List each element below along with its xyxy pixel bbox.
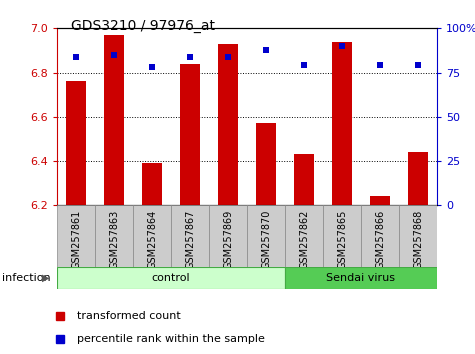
Bar bbox=[66, 81, 86, 205]
Bar bbox=[285, 267, 437, 289]
Bar bbox=[370, 196, 390, 205]
Bar bbox=[247, 205, 285, 267]
Bar bbox=[408, 152, 428, 205]
Bar bbox=[399, 205, 437, 267]
Text: GSM257865: GSM257865 bbox=[337, 210, 347, 269]
Bar bbox=[256, 124, 276, 205]
Point bbox=[414, 63, 422, 68]
Bar bbox=[294, 154, 314, 205]
Point bbox=[262, 47, 270, 52]
Bar bbox=[57, 267, 285, 289]
Bar bbox=[323, 205, 361, 267]
Point bbox=[224, 54, 232, 59]
Text: GSM257870: GSM257870 bbox=[261, 210, 271, 269]
Text: percentile rank within the sample: percentile rank within the sample bbox=[77, 334, 265, 344]
Text: GSM257868: GSM257868 bbox=[413, 210, 423, 269]
Text: Sendai virus: Sendai virus bbox=[326, 273, 396, 282]
Bar bbox=[104, 35, 124, 205]
Bar bbox=[361, 205, 399, 267]
Point bbox=[72, 54, 80, 59]
Text: ▶: ▶ bbox=[42, 273, 49, 283]
Bar bbox=[332, 41, 352, 205]
Bar bbox=[133, 205, 171, 267]
Point bbox=[376, 63, 384, 68]
Bar bbox=[142, 163, 162, 205]
Point bbox=[300, 63, 308, 68]
Point bbox=[186, 54, 194, 59]
Text: GSM257867: GSM257867 bbox=[185, 210, 195, 269]
Bar bbox=[218, 44, 238, 205]
Text: control: control bbox=[152, 273, 190, 282]
Bar bbox=[209, 205, 247, 267]
Point bbox=[110, 52, 118, 58]
Point bbox=[338, 43, 346, 49]
Bar bbox=[171, 205, 209, 267]
Text: transformed count: transformed count bbox=[77, 311, 180, 321]
Bar bbox=[57, 205, 95, 267]
Bar bbox=[95, 205, 133, 267]
Text: GSM257866: GSM257866 bbox=[375, 210, 385, 269]
Bar bbox=[285, 205, 323, 267]
Bar bbox=[180, 64, 200, 205]
Text: GSM257869: GSM257869 bbox=[223, 210, 233, 269]
Text: infection: infection bbox=[2, 273, 51, 283]
Text: GSM257864: GSM257864 bbox=[147, 210, 157, 269]
Text: GSM257861: GSM257861 bbox=[71, 210, 81, 269]
Text: GSM257862: GSM257862 bbox=[299, 210, 309, 269]
Point bbox=[148, 64, 156, 70]
Text: GDS3210 / 97976_at: GDS3210 / 97976_at bbox=[71, 19, 215, 34]
Text: GSM257863: GSM257863 bbox=[109, 210, 119, 269]
